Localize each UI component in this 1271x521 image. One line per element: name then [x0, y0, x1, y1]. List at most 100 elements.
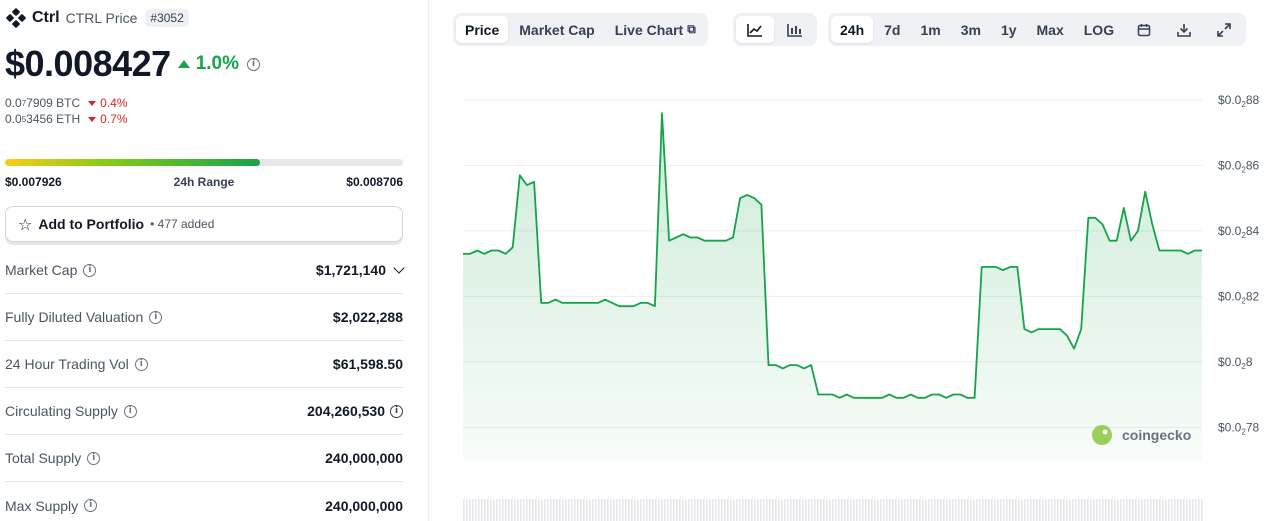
time-range-tabs: 24h 7d 1m 3m 1y Max LOG: [828, 13, 1247, 46]
volume-bar: [1198, 499, 1200, 521]
range-24h[interactable]: 24h: [831, 16, 874, 43]
volume-bar: [880, 499, 882, 521]
stat-value: $1,721,140: [315, 262, 386, 278]
volume-bar: [1120, 499, 1122, 521]
tab-market-cap[interactable]: Market Cap: [519, 21, 595, 38]
range-max[interactable]: Max: [1036, 21, 1064, 38]
range-labels: $0.007926 24h Range $0.008706: [5, 175, 403, 189]
stat-row-circulating-supply: Circulating Supply i 204,260,530 i: [5, 388, 403, 435]
volume-bar: [568, 499, 570, 521]
coingecko-watermark: coingecko: [1092, 425, 1191, 445]
range-1m[interactable]: 1m: [920, 21, 941, 38]
y-tick-label: $0.0288: [1218, 93, 1259, 109]
volume-bar: [706, 499, 708, 521]
volume-bar: [664, 499, 666, 521]
volume-bar: [958, 499, 960, 521]
volume-bar: [910, 499, 912, 521]
volume-bar: [637, 499, 639, 521]
volume-bar: [694, 499, 696, 521]
volume-bar: [1174, 499, 1176, 521]
volume-bar: [505, 499, 507, 521]
volume-bar: [499, 499, 501, 521]
volume-bar: [898, 499, 900, 521]
volume-bar: [1024, 499, 1026, 521]
info-icon[interactable]: i: [134, 357, 148, 371]
volume-bar: [700, 499, 702, 521]
volume-bar: [598, 499, 600, 521]
volume-bar: [571, 499, 573, 521]
candlestick-button[interactable]: [776, 16, 814, 43]
volume-bar: [1138, 499, 1140, 521]
range-7d[interactable]: 7d: [884, 21, 901, 38]
volume-bar: [805, 499, 807, 521]
calendar-button[interactable]: [1125, 16, 1163, 43]
price-chart[interactable]: $0.0288 $0.0286 $0.0284 $0.0282 $0.028 $0.027…: [440, 85, 1271, 521]
volume-bar: [493, 499, 495, 521]
volume-bar: [469, 499, 471, 521]
volume-bar: [1129, 499, 1131, 521]
info-icon[interactable]: i: [123, 404, 137, 418]
info-icon[interactable]: i: [247, 57, 260, 71]
volume-bar: [1033, 499, 1035, 521]
chevron-down-icon[interactable]: [393, 262, 405, 274]
volume-bar: [823, 499, 825, 521]
volume-bar: [967, 499, 969, 521]
line-chart-button[interactable]: [736, 16, 774, 43]
volume-bar: [1066, 499, 1068, 521]
tab-price[interactable]: Price: [456, 16, 509, 43]
info-icon[interactable]: i: [390, 404, 403, 418]
panel-divider: [428, 0, 429, 521]
volume-bar: [625, 499, 627, 521]
volume-bar: [613, 499, 615, 521]
volume-bar: [925, 499, 927, 521]
volume-bar: [904, 499, 906, 521]
stat-row-total-supply: Total Supply i 240,000,000: [5, 435, 403, 482]
volume-bar: [1012, 499, 1014, 521]
add-to-portfolio-button[interactable]: ☆ Add to Portfolio • 477 added: [5, 206, 403, 242]
star-icon: ☆: [18, 214, 33, 234]
volume-bar: [1045, 499, 1047, 521]
volume-bar: [817, 499, 819, 521]
btc-conversion: 0.0 7 7909 BTC 0.4%: [5, 96, 128, 110]
volume-bar: [475, 499, 477, 521]
candlestick-icon: [787, 23, 802, 37]
volume-bar: [652, 499, 654, 521]
volume-bar: [1069, 499, 1071, 521]
volume-bar: [841, 499, 843, 521]
tab-live-chart[interactable]: Live Chart ⧉: [606, 16, 705, 43]
range-3m[interactable]: 3m: [960, 21, 981, 38]
y-tick-label: $0.0286: [1218, 158, 1259, 174]
info-icon[interactable]: i: [83, 263, 97, 277]
price-change-24h: 1.0%: [177, 53, 239, 75]
y-axis: $0.0288 $0.0286 $0.0284 $0.0282 $0.028 $0.027…: [1218, 93, 1259, 436]
info-icon[interactable]: i: [84, 499, 98, 512]
download-icon: [1177, 23, 1191, 37]
stat-value: $2,022,288: [332, 309, 403, 325]
volume-bar: [781, 499, 783, 521]
volume-bar: [730, 499, 732, 521]
volume-bar: [808, 499, 810, 521]
range-1y[interactable]: 1y: [1000, 21, 1017, 38]
volume-bar: [949, 499, 951, 521]
download-button[interactable]: [1165, 16, 1203, 43]
volume-bar: [868, 499, 870, 521]
info-icon[interactable]: i: [87, 451, 101, 465]
stat-label: Circulating Supply: [5, 403, 118, 419]
info-icon[interactable]: i: [149, 310, 163, 324]
expand-button[interactable]: [1205, 16, 1243, 43]
volume-bar: [859, 499, 861, 521]
external-link-icon: ⧉: [687, 22, 696, 36]
volume-bar: [1195, 499, 1197, 521]
volume-bar: [1111, 499, 1113, 521]
log-toggle[interactable]: LOG: [1083, 21, 1115, 38]
chart-type-toggle: [733, 13, 817, 46]
volume-bar: [478, 499, 480, 521]
volume-bar: [583, 499, 585, 521]
volume-bar: [1093, 499, 1095, 521]
volume-bar: [973, 499, 975, 521]
stat-row-market-cap[interactable]: Market Cap i $1,721,140: [5, 247, 405, 294]
volume-bar: [895, 499, 897, 521]
eth-change: 0.7%: [100, 112, 128, 126]
volume-bar: [877, 499, 879, 521]
volume-bar: [679, 499, 681, 521]
